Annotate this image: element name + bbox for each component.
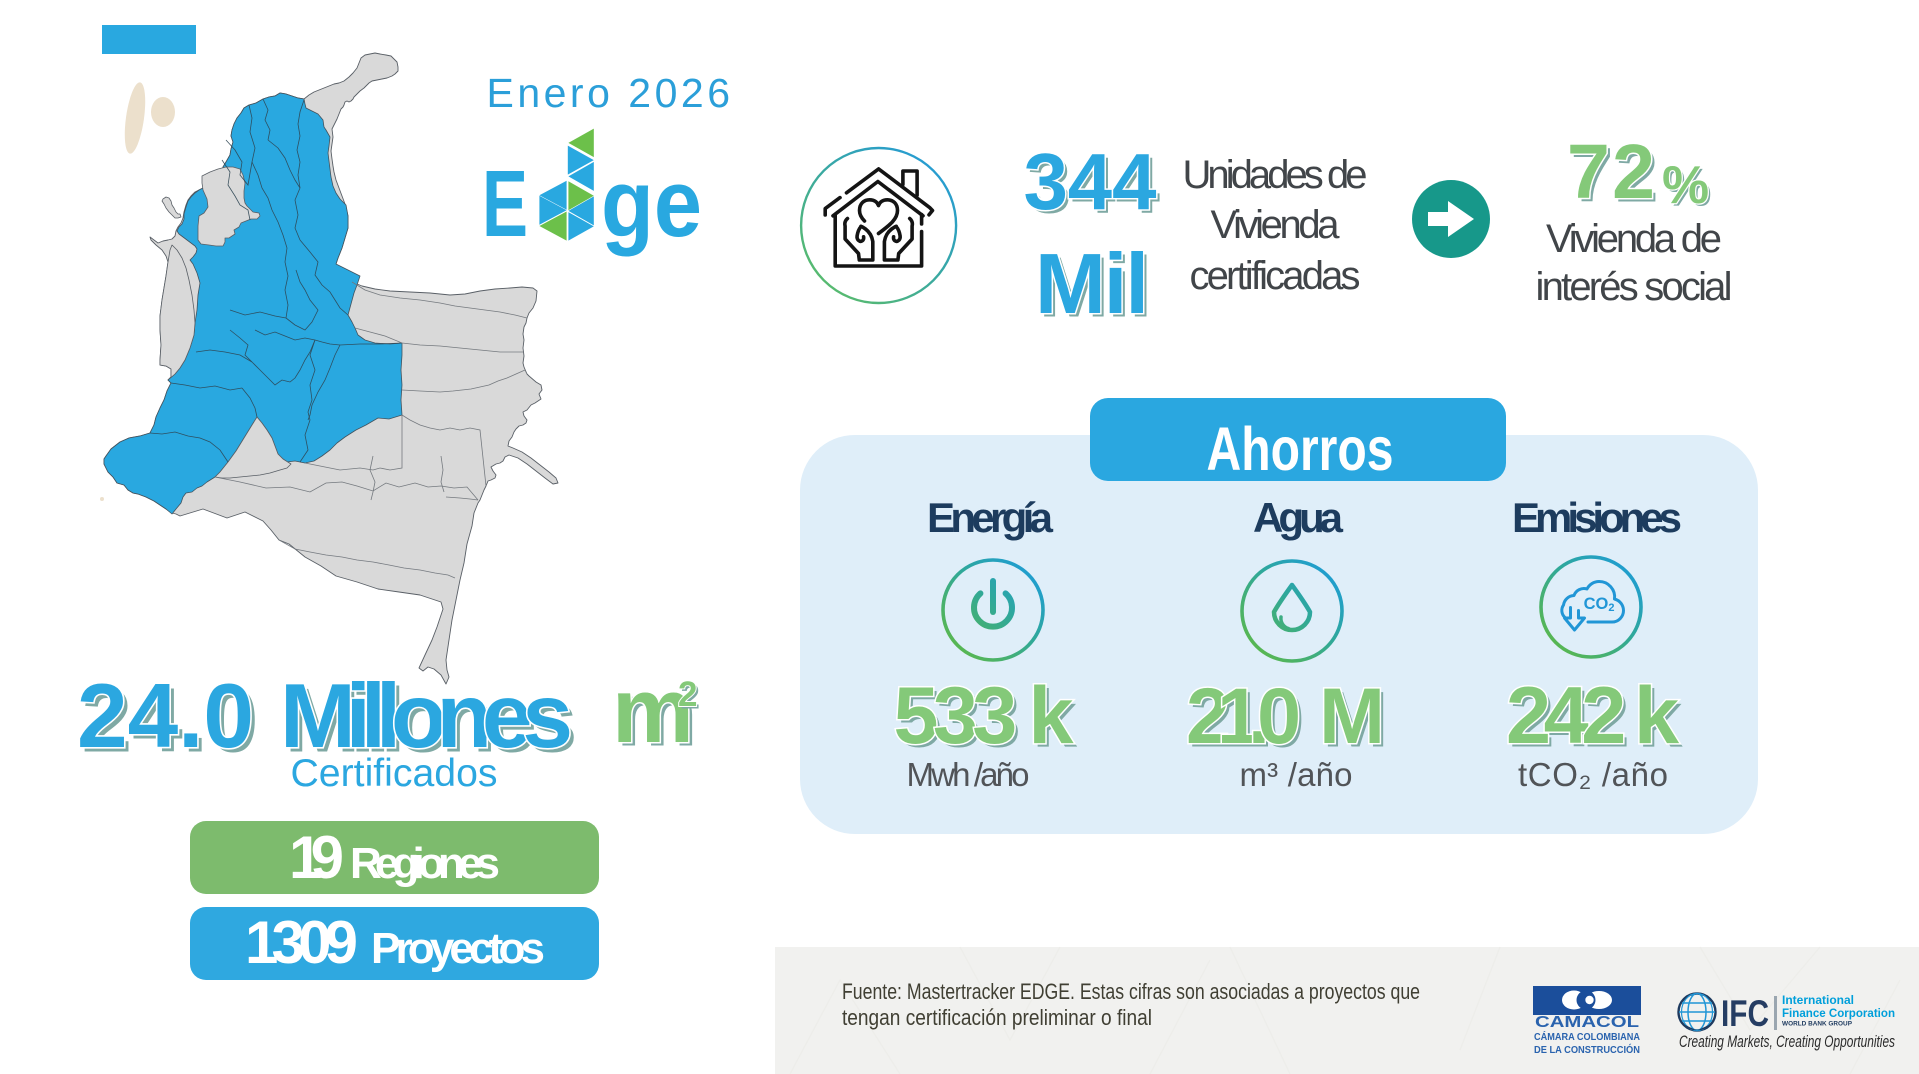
svg-text:IFC: IFC — [1721, 993, 1769, 1034]
svg-text:Emisiones: Emisiones — [1512, 494, 1682, 541]
svg-text:m: m — [616, 664, 698, 766]
svg-text:E: E — [482, 151, 528, 257]
svg-text:533 k: 533 k — [897, 675, 1078, 765]
svg-text:24.0: 24.0 — [77, 666, 254, 767]
svg-text:242 k: 242 k — [1510, 675, 1684, 765]
svg-text:M: M — [1319, 671, 1385, 760]
svg-text:%: % — [1665, 159, 1712, 218]
svg-text:International: International — [1782, 993, 1854, 1007]
svg-text:m³ /año: m³ /año — [1240, 756, 1353, 793]
svg-text:Millones: Millones — [280, 666, 573, 767]
svg-text:533 k: 533 k — [894, 671, 1075, 761]
svg-text:2: 2 — [678, 675, 697, 714]
svg-text:344: 344 — [1024, 137, 1158, 226]
svg-text:Mil: Mil — [1035, 237, 1149, 332]
svg-text:Regiones: Regiones — [350, 839, 500, 888]
svg-text:24.0: 24.0 — [82, 671, 259, 772]
svg-text:WORLD BANK GROUP: WORLD BANK GROUP — [1782, 1021, 1852, 1028]
svg-text:Agua: Agua — [1253, 494, 1344, 541]
svg-text:Mil: Mil — [1039, 241, 1153, 336]
svg-text:Ahorros: Ahorros — [1207, 415, 1394, 483]
svg-text:Finance Corporation: Finance Corporation — [1782, 1006, 1895, 1020]
svg-text:ge: ge — [601, 150, 702, 257]
svg-text:CÁMARA COLOMBIANA: CÁMARA COLOMBIANA — [1534, 1030, 1640, 1043]
svg-text:19: 19 — [289, 824, 344, 891]
svg-text:DE LA CONSTRUCCIÓN: DE LA CONSTRUCCIÓN — [1534, 1043, 1640, 1056]
svg-text:tCO₂ /año: tCO₂ /año — [1518, 756, 1668, 793]
svg-text:Enero 2026: Enero 2026 — [486, 70, 733, 116]
svg-text:Vivienda de: Vivienda de — [1546, 217, 1722, 261]
svg-text:CO2: CO2 — [1584, 595, 1615, 614]
svg-text:344: 344 — [1027, 141, 1161, 230]
svg-text:2: 2 — [681, 678, 700, 717]
svg-text:Energía: Energía — [927, 494, 1054, 541]
svg-text:1309: 1309 — [245, 909, 358, 976]
svg-text:21.0: 21.0 — [1186, 671, 1301, 760]
svg-text:Proyectos: Proyectos — [371, 924, 545, 973]
svg-text:tengan certificación prelimina: tengan certificación preliminar o final — [842, 1005, 1152, 1030]
svg-text:242 k: 242 k — [1506, 671, 1680, 761]
svg-text:%: % — [1662, 156, 1709, 215]
svg-text:interés social: interés social — [1536, 265, 1733, 309]
svg-text:CAMACOL: CAMACOL — [1535, 1014, 1639, 1031]
svg-text:Fuente: Mastertracker EDGE. Es: Fuente: Mastertracker EDGE. Estas cifras… — [842, 979, 1420, 1004]
svg-text:Mwh /año: Mwh /año — [907, 756, 1030, 793]
svg-text:Creating Markets, Creating Opp: Creating Markets, Creating Opportunities — [1679, 1032, 1895, 1051]
svg-text:21.0: 21.0 — [1190, 675, 1305, 764]
svg-text:Unidades de: Unidades de — [1183, 153, 1368, 197]
svg-text:certificadas: certificadas — [1190, 254, 1361, 298]
svg-text:Millones: Millones — [285, 671, 578, 772]
svg-text:Vivienda: Vivienda — [1211, 203, 1341, 247]
svg-text:M: M — [1323, 675, 1389, 764]
svg-text:Certificados: Certificados — [291, 752, 498, 795]
svg-text:m: m — [612, 660, 694, 762]
